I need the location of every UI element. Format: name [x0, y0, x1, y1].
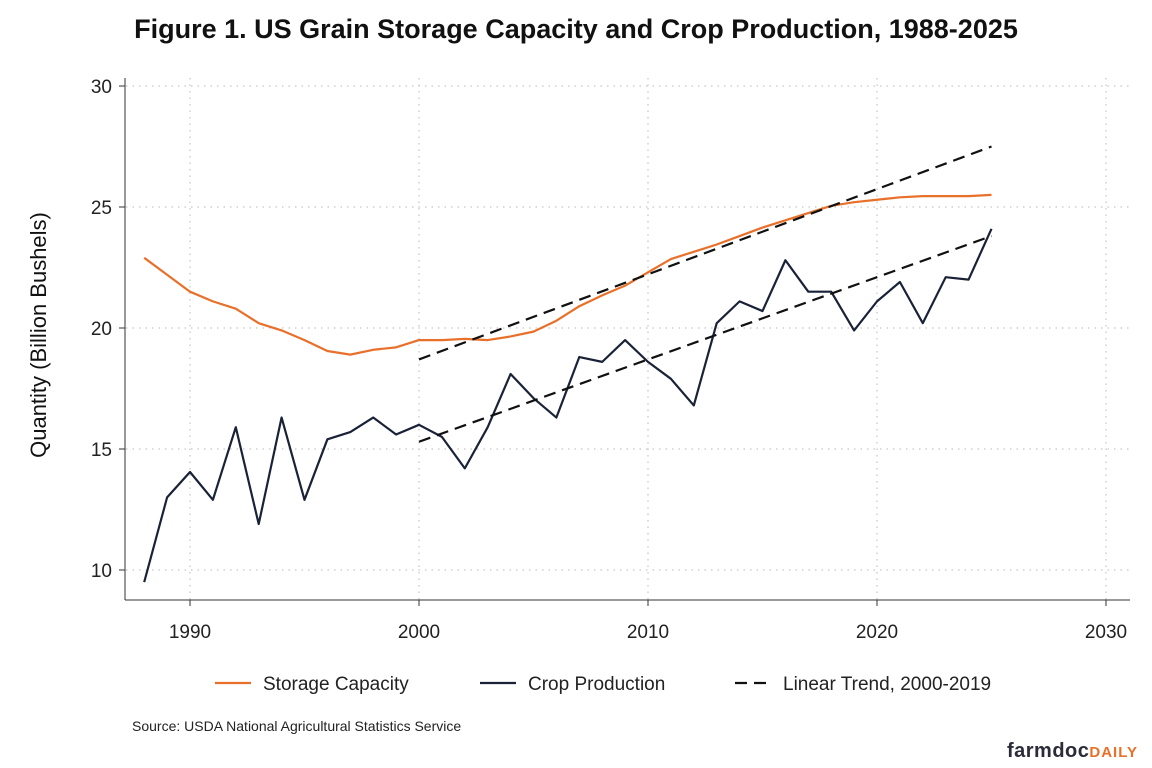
- y-tick-label: 20: [91, 319, 112, 340]
- x-tick-label: 2030: [1085, 622, 1127, 643]
- x-tick-label: 2010: [627, 622, 669, 643]
- logo-main: farmdoc: [1006, 740, 1090, 762]
- legend-item: Storage Capacity: [215, 674, 409, 695]
- x-tick-label: 2020: [856, 622, 898, 643]
- y-tick-label: 30: [91, 77, 112, 98]
- trend-line: [418, 235, 992, 443]
- y-axis-label: Quantity (Billion Bushels): [26, 212, 51, 458]
- legend-label: Linear Trend, 2000-2019: [783, 674, 991, 695]
- source-note: Source: USDA National Agricultural Stati…: [132, 718, 462, 734]
- logo-accent: DAILY: [1089, 744, 1138, 761]
- farmdoc-daily-logo: farmdocDAILY: [1007, 740, 1138, 763]
- trend-line: [418, 145, 992, 361]
- legend-item: Linear Trend, 2000-2019: [735, 674, 991, 695]
- y-tick-label: 15: [91, 440, 112, 461]
- x-tick-label: 2000: [398, 622, 440, 643]
- series-storage-capacity: [143, 193, 992, 356]
- chart-title: Figure 1. US Grain Storage Capacity and …: [134, 14, 1018, 44]
- series-crop-production: [143, 228, 993, 583]
- y-tick-label: 25: [91, 198, 112, 219]
- legend-label: Storage Capacity: [263, 674, 409, 695]
- y-tick-label: 10: [91, 561, 112, 582]
- legend-label: Crop Production: [528, 674, 665, 695]
- legend-item: Crop Production: [480, 674, 665, 695]
- x-tick-label: 1990: [169, 622, 211, 643]
